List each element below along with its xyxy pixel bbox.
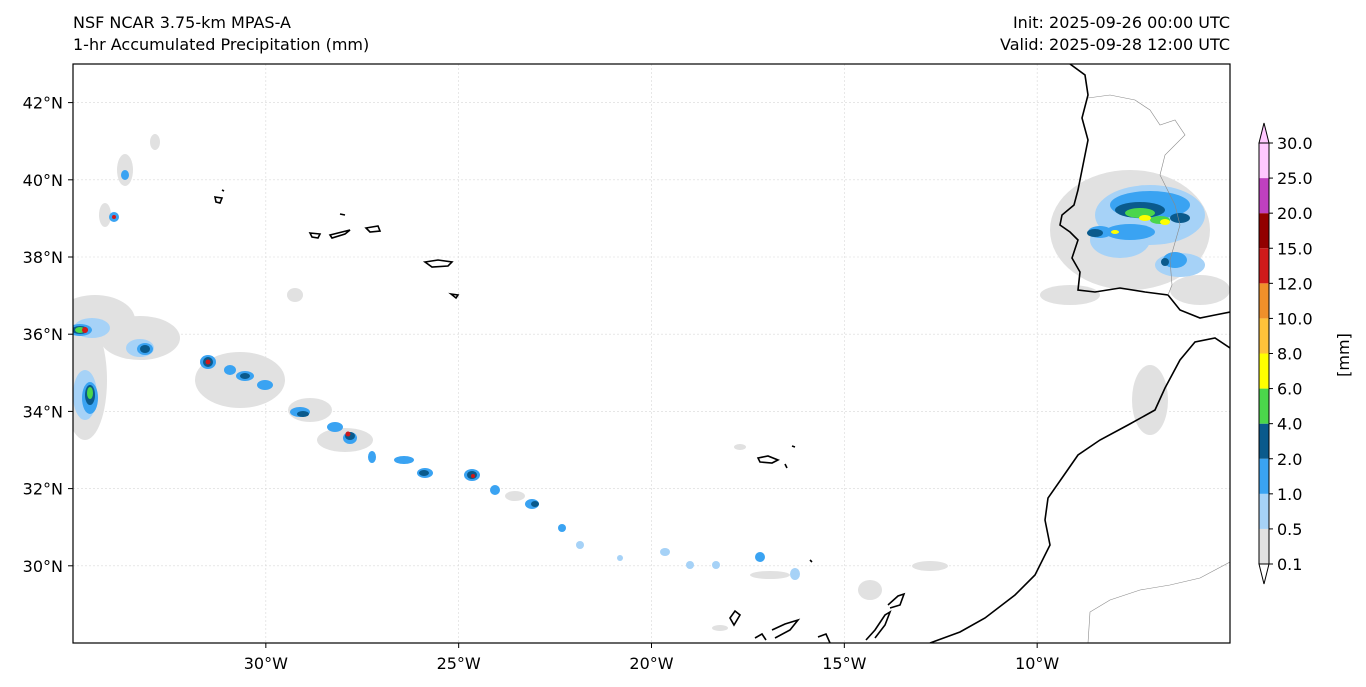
title-left: NSF NCAR 3.75-km MPAS-A 1-hr Accumulated… bbox=[73, 12, 369, 56]
colorbar-tick-label: 12.0 bbox=[1277, 274, 1313, 293]
colorbar-segment bbox=[1259, 388, 1269, 424]
precip-light-areas bbox=[73, 134, 1230, 631]
title-right: Init: 2025-09-26 00:00 UTC Valid: 2025-0… bbox=[1000, 12, 1230, 56]
colorbar-tick-label: 15.0 bbox=[1277, 239, 1313, 258]
lat-tick-label: 34°N bbox=[23, 402, 63, 421]
colorbar-segment bbox=[1259, 143, 1269, 179]
colorbar-tick-label: 25.0 bbox=[1277, 169, 1313, 188]
axis-ticks: 30°W 25°W 20°W 15°W 10°W 42°N 40°N 38°N 36°N 34°N… bbox=[23, 94, 1060, 673]
init-time: Init: 2025-09-26 00:00 UTC bbox=[1012, 13, 1230, 32]
lon-tick-label: 15°W bbox=[822, 654, 866, 673]
colorbar-tick-label: 10.0 bbox=[1277, 309, 1313, 328]
colorbar-segment bbox=[1259, 178, 1269, 214]
field-title: 1-hr Accumulated Precipitation (mm) bbox=[73, 35, 370, 54]
colorbar-tick-label: 0.1 bbox=[1277, 555, 1302, 574]
colorbar-segment bbox=[1259, 213, 1269, 249]
colorbar-segment bbox=[1259, 318, 1269, 354]
country-borders bbox=[1087, 94, 1230, 643]
colorbar-tick-label: 1.0 bbox=[1277, 485, 1302, 504]
colorbar-segment bbox=[1259, 248, 1269, 284]
model-title: NSF NCAR 3.75-km MPAS-A bbox=[73, 13, 291, 32]
colorbar-tick-label: 20.0 bbox=[1277, 204, 1313, 223]
lat-tick-label: 40°N bbox=[23, 171, 63, 190]
lon-tick-label: 30°W bbox=[244, 654, 288, 673]
lon-tick-label: 20°W bbox=[629, 654, 673, 673]
colorbar-extend-max bbox=[1258, 122, 1270, 144]
colorbar-tick-label: 2.0 bbox=[1277, 450, 1302, 469]
gridlines bbox=[73, 64, 1230, 643]
lat-tick-label: 38°N bbox=[23, 248, 63, 267]
lat-tick-label: 42°N bbox=[23, 94, 63, 113]
lat-tick-label: 36°N bbox=[23, 325, 63, 344]
colorbar-extend-min bbox=[1258, 563, 1270, 585]
lat-tick-label: 30°N bbox=[23, 557, 63, 576]
precip-12-cores bbox=[82, 215, 475, 478]
colorbar-segment bbox=[1259, 283, 1269, 319]
lat-tick-label: 32°N bbox=[23, 480, 63, 499]
colorbar-tick-label: 4.0 bbox=[1277, 415, 1302, 434]
colorbar: 0.1 0.5 1.0 2.0 4.0 6.0 8.0 10.0 12.0 15.0 20.0 25.… bbox=[1258, 122, 1353, 585]
precipitation-field bbox=[73, 134, 1230, 631]
valid-time: Valid: 2025-09-28 12:00 UTC bbox=[999, 35, 1230, 54]
colorbar-segment bbox=[1259, 458, 1269, 494]
coastlines bbox=[213, 64, 1230, 643]
colorbar-segment bbox=[1259, 528, 1269, 564]
colorbar-segment bbox=[1259, 353, 1269, 389]
colorbar-unit-label: [mm] bbox=[1334, 333, 1353, 377]
colorbar-segment bbox=[1259, 493, 1269, 529]
lon-tick-label: 10°W bbox=[1015, 654, 1059, 673]
precip-6-areas bbox=[1111, 215, 1170, 234]
colorbar-tick-label: 0.5 bbox=[1277, 520, 1302, 539]
colorbar-tick-label: 8.0 bbox=[1277, 345, 1302, 364]
lon-tick-label: 25°W bbox=[437, 654, 481, 673]
colorbar-segment bbox=[1259, 423, 1269, 459]
colorbar-tick-label: 6.0 bbox=[1277, 380, 1302, 399]
colorbar-tick-label: 30.0 bbox=[1277, 134, 1313, 153]
